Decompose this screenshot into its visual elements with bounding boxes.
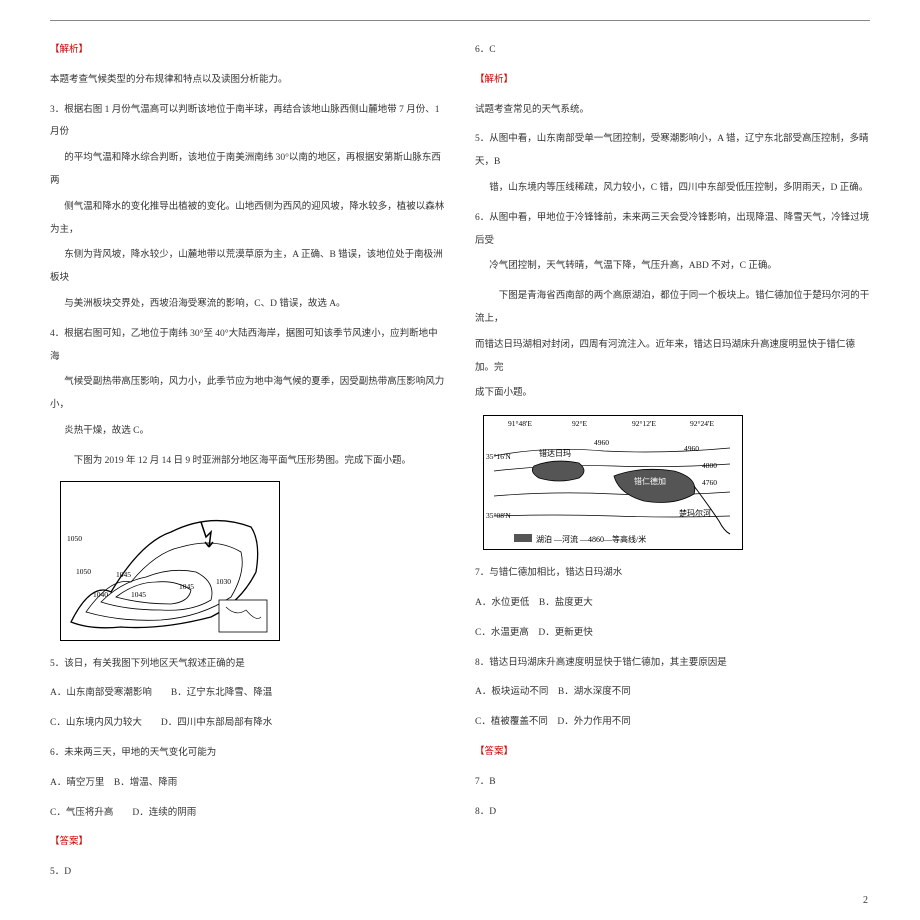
map1-label: 1045 bbox=[179, 582, 194, 591]
map2-top: 91°48'E bbox=[508, 419, 532, 428]
map1-label: 1045 bbox=[116, 570, 131, 579]
page-number: 2 bbox=[863, 895, 868, 906]
q5-opt-c: C．山东境内风力较大 bbox=[50, 718, 142, 728]
q8-options-cd: C．植被覆盖不同 D．外力作用不同 bbox=[475, 711, 870, 734]
q6-text: 6．未来两三天，甲地的天气变化可能为 bbox=[50, 742, 445, 765]
map2-lake: 楚玛尔河 bbox=[679, 508, 711, 519]
q3-line3: 侧气温和降水的变化推导出植被的变化。山地西侧为西风的迎风坡，降水较多，植被以森林… bbox=[50, 196, 445, 242]
q6e-line2: 冷气团控制，天气转晴，气温下降，气压升高，ABD 不对，C 正确。 bbox=[475, 255, 870, 278]
answer-6: 6．C bbox=[475, 39, 870, 62]
q7-options-cd: C．水温更高 D．更新更快 bbox=[475, 622, 870, 645]
q3-line4: 东侧为背风坡，降水较少，山麓地带以荒漠草原为主，A 正确、B 错误，该地位处于南… bbox=[50, 244, 445, 290]
q8-options-ab: A．板块运动不同 B．湖水深度不同 bbox=[475, 681, 870, 704]
map1-label: 1030 bbox=[216, 577, 231, 586]
q7-options-ab: A．水位更低 B．盐度更大 bbox=[475, 592, 870, 615]
map2-lake: 错达日玛 bbox=[539, 448, 571, 459]
map1-svg bbox=[61, 482, 277, 638]
map2-contour: 4960 bbox=[594, 438, 609, 447]
q8-opt-b: B．湖水深度不同 bbox=[558, 687, 631, 697]
q6e-line1: 6．从图中看，甲地位于冷锋锋前，未来两三天会受冷锋影响，出现降温、降雪天气，冷锋… bbox=[475, 207, 870, 253]
q7-opt-a: A．水位更低 bbox=[475, 598, 529, 608]
analysis-tag-2: 【解析】 bbox=[475, 69, 870, 92]
q6-opt-a: A．晴空万里 bbox=[50, 778, 104, 788]
intro-text: 本题考查气候类型的分布规律和特点以及读图分析能力。 bbox=[50, 69, 445, 92]
q7-opt-d: D．更新更快 bbox=[538, 628, 592, 638]
q8-opt-d: D．外力作用不同 bbox=[557, 717, 630, 727]
map2-contour: 4800 bbox=[702, 461, 717, 470]
q5-opt-a: A．山东南部受寒潮影响 bbox=[50, 688, 152, 698]
left-column: 【解析】 本题考查气候类型的分布规律和特点以及读图分析能力。 3．根据右图 1 … bbox=[50, 39, 445, 887]
q6-opt-c: C．气压将升高 bbox=[50, 808, 113, 818]
answer-tag-2: 【答案】 bbox=[475, 741, 870, 764]
answer-7: 7．B bbox=[475, 771, 870, 794]
q7-opt-c: C．水温更高 bbox=[475, 628, 529, 638]
q3-line2: 的平均气温和降水综合判断，该地位于南美洲南纬 30°以南的地区，再根据安第斯山脉… bbox=[50, 147, 445, 193]
q7-opt-b: B．盐度更大 bbox=[539, 598, 593, 608]
map2-top: 92°E bbox=[572, 419, 587, 428]
map1-label: 1045 bbox=[131, 590, 146, 599]
q4-line1: 4．根据右图可知，乙地位于南纬 30°至 40°大陆西海岸，据图可知该季节风速小… bbox=[50, 323, 445, 369]
fig2-line3: 成下面小题。 bbox=[475, 382, 870, 405]
map1-label: 1050 bbox=[76, 567, 91, 576]
q6-opt-b: B．增温、降雨 bbox=[114, 778, 177, 788]
q5e-line1: 5．从图中看，山东南部受单一气团控制，受寒潮影响小，A 错，辽宁东北部受高压控制… bbox=[475, 128, 870, 174]
right-column: 6．C 【解析】 试题考查常见的天气系统。 5．从图中看，山东南部受单一气团控制… bbox=[475, 39, 870, 887]
q6-options-ab: A．晴空万里 B．增温、降雨 bbox=[50, 772, 445, 795]
q8-opt-c: C．植被覆盖不同 bbox=[475, 717, 548, 727]
map1-label: 1040 bbox=[93, 590, 108, 599]
map2-side: 35°08'N bbox=[486, 511, 511, 520]
q4-line3: 炎热干燥，故选 C。 bbox=[50, 420, 445, 443]
q4-line2: 气候受副热带高压影响，风力小，此季节应为地中海气候的夏季，因受副热带高压影响风力… bbox=[50, 371, 445, 417]
q5-options-ab: A．山东南部受寒潮影响 B．辽宁东北降雪、降温 bbox=[50, 682, 445, 705]
map2-top: 92°24'E bbox=[690, 419, 714, 428]
map2-contour: 4960 bbox=[684, 444, 699, 453]
fig2-line2: 而错达日玛湖相对封闭，四周有河流注入。近年来，错达日玛湖床升高速度明显快于错仁德… bbox=[475, 334, 870, 380]
map2-side: 35°16'N bbox=[486, 452, 511, 461]
answer-tag: 【答案】 bbox=[50, 831, 445, 854]
fig2-line1: 下图是青海省西南部的两个高原湖泊，都位于同一个板块上。错仁德加位于楚玛尔河的干流… bbox=[475, 285, 870, 331]
q3-line5: 与美洲板块交界处，西坡沿海受寒流的影响，C、D 错误，故选 A。 bbox=[50, 293, 445, 316]
map-figure-1: 1050 1050 1045 1040 1045 1045 1030 bbox=[60, 481, 280, 641]
q5-opt-b: B．辽宁东北降雪、降温 bbox=[171, 688, 272, 698]
fig-intro: 下图为 2019 年 12 月 14 日 9 时亚洲部分地区海平面气压形势图。完… bbox=[50, 450, 445, 473]
q3-line1: 3．根据右图 1 月份气温高可以判断该地位于南半球，再结合该地山脉西侧山麓地带 … bbox=[50, 99, 445, 145]
intro-2: 试题考查常见的天气系统。 bbox=[475, 99, 870, 122]
answer-8: 8．D bbox=[475, 801, 870, 824]
map2-contour: 4760 bbox=[702, 478, 717, 487]
top-rule bbox=[50, 20, 870, 21]
map2-lake: 错仁德加 bbox=[634, 476, 666, 487]
map1-label: 1050 bbox=[67, 534, 82, 543]
analysis-tag: 【解析】 bbox=[50, 39, 445, 62]
q5-text: 5．该日，有关我图下列地区天气叙述正确的是 bbox=[50, 653, 445, 676]
q5-opt-d: D．四川中东部局部有降水 bbox=[161, 718, 272, 728]
q8-opt-a: A．板块运动不同 bbox=[475, 687, 548, 697]
answer-5: 5．D bbox=[50, 861, 445, 884]
content-columns: 【解析】 本题考查气候类型的分布规律和特点以及读图分析能力。 3．根据右图 1 … bbox=[50, 39, 870, 887]
q8-text: 8．错达日玛湖床升高速度明显快于错仁德加，其主要原因是 bbox=[475, 652, 870, 675]
q7-text: 7．与错仁德加相比，错达日玛湖水 bbox=[475, 562, 870, 585]
q6-opt-d: D．连续的阴雨 bbox=[132, 808, 196, 818]
q5-options-cd: C．山东境内风力较大 D．四川中东部局部有降水 bbox=[50, 712, 445, 735]
map2-legend: 湖泊 —河流 —4860—等高线/米 bbox=[536, 534, 646, 545]
map-figure-2: 91°48'E 92°E 92°12'E 92°24'E 35°16'N 35°… bbox=[483, 415, 743, 550]
q6-options-cd: C．气压将升高 D．连续的阴雨 bbox=[50, 802, 445, 825]
q5e-line2: 错，山东境内等压线稀疏，风力较小，C 错，四川中东部受低压控制，多阴雨天，D 正… bbox=[475, 177, 870, 200]
map2-top: 92°12'E bbox=[632, 419, 656, 428]
